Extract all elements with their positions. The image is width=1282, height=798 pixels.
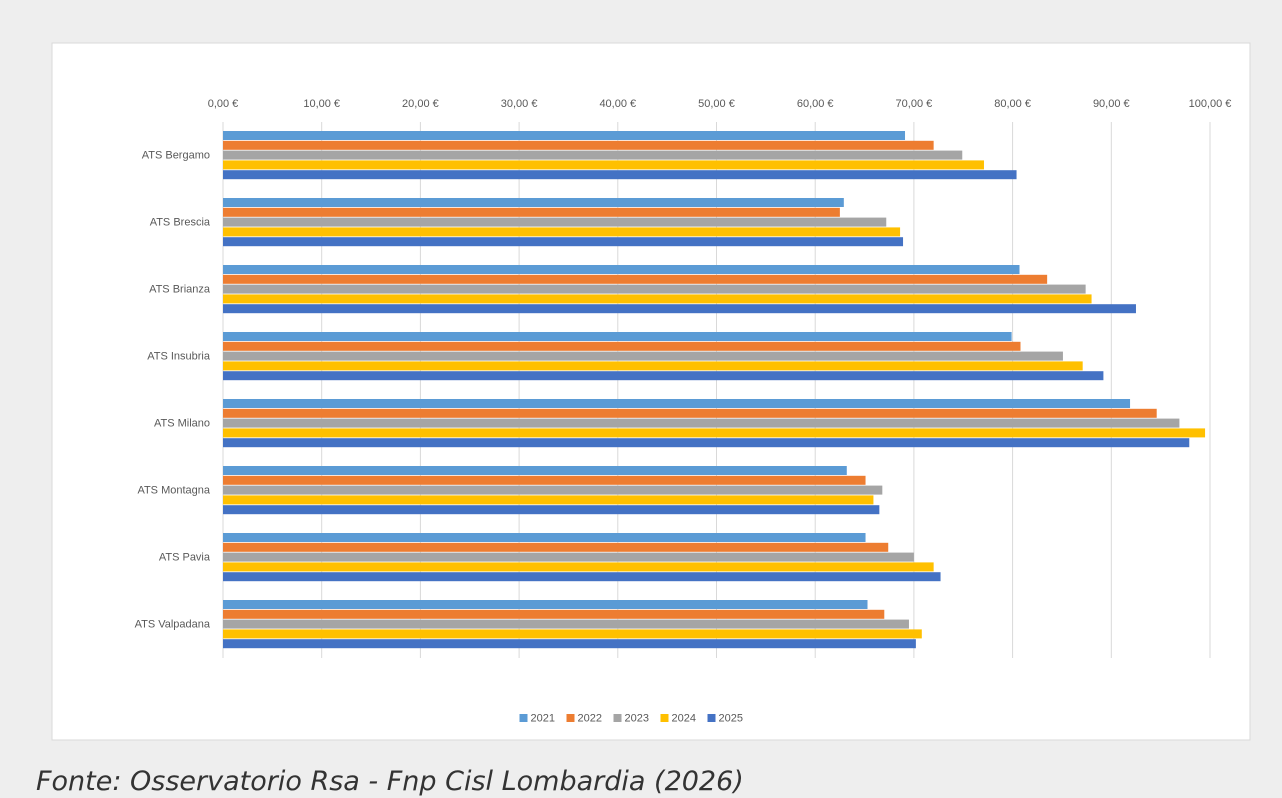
legend-swatch <box>660 714 669 722</box>
bar <box>223 227 901 237</box>
y-tick-label: ATS Pavia <box>159 551 211 563</box>
legend-swatch <box>566 714 575 722</box>
y-tick-label: ATS Milano <box>154 417 210 429</box>
bar <box>223 438 1190 448</box>
bar <box>223 533 866 542</box>
bar <box>223 217 887 227</box>
bar <box>223 542 889 552</box>
x-tick-label: 80,00 € <box>994 98 1031 110</box>
x-tick-label: 60,00 € <box>797 98 834 110</box>
bar <box>223 475 866 485</box>
bar <box>223 572 941 582</box>
y-tick-label: ATS Bergamo <box>142 149 210 161</box>
bar <box>223 619 909 629</box>
bar <box>223 505 880 515</box>
x-tick-label: 100,00 € <box>1189 98 1232 110</box>
y-tick-label: ATS Insubria <box>147 350 211 362</box>
legend-label: 2025 <box>719 712 743 724</box>
bar <box>223 274 1048 284</box>
y-tick-label: ATS Valpadana <box>135 618 211 630</box>
bar <box>223 207 840 217</box>
bar <box>223 600 868 609</box>
bar <box>223 371 1104 381</box>
bar <box>223 351 1063 361</box>
bar <box>223 466 847 475</box>
bar <box>223 428 1206 438</box>
bar <box>223 562 934 572</box>
legend-swatch <box>707 714 716 722</box>
legend-swatch <box>519 714 528 722</box>
bar <box>223 639 916 649</box>
bar <box>223 198 844 207</box>
bar <box>223 361 1083 371</box>
y-tick-label: ATS Brianza <box>149 283 211 295</box>
bar <box>223 170 1017 180</box>
bar <box>223 485 883 495</box>
bar <box>223 418 1180 428</box>
x-tick-label: 90,00 € <box>1093 98 1130 110</box>
bar <box>223 237 904 247</box>
y-tick-label: ATS Montagna <box>137 484 210 496</box>
bar <box>223 160 984 170</box>
y-tick-label: ATS Brescia <box>150 216 211 228</box>
bar <box>223 552 914 562</box>
bar <box>223 131 906 140</box>
legend-label: 2024 <box>672 712 696 724</box>
bar <box>223 284 1086 294</box>
chart: 0,00 € 10,00 € 20,00 € 30,00 € 40,00 € 50,00 … <box>51 42 1251 741</box>
bar <box>223 408 1157 418</box>
bar <box>223 265 1020 274</box>
bar <box>223 140 934 150</box>
bar <box>223 495 874 505</box>
bar <box>223 294 1092 304</box>
bar <box>223 150 963 160</box>
bar <box>223 341 1021 351</box>
x-tick-label: 20,00 € <box>402 98 439 110</box>
legend-swatch <box>613 714 622 722</box>
caption: Fonte: Osservatorio Rsa - Fnp Cisl Lomba… <box>36 766 744 797</box>
x-tick-label: 10,00 € <box>303 98 340 110</box>
x-tick-label: 70,00 € <box>896 98 933 110</box>
legend-label: 2021 <box>531 712 555 724</box>
x-tick-label: 50,00 € <box>698 98 735 110</box>
bar <box>223 332 1012 341</box>
legend-label: 2023 <box>625 712 649 724</box>
x-tick-label: 40,00 € <box>599 98 636 110</box>
legend-label: 2022 <box>578 712 602 724</box>
bar <box>223 399 1131 408</box>
bar <box>223 609 885 619</box>
bar <box>223 304 1136 314</box>
x-tick-label: 0,00 € <box>208 98 239 110</box>
x-tick-label: 30,00 € <box>501 98 538 110</box>
bar <box>223 629 922 639</box>
